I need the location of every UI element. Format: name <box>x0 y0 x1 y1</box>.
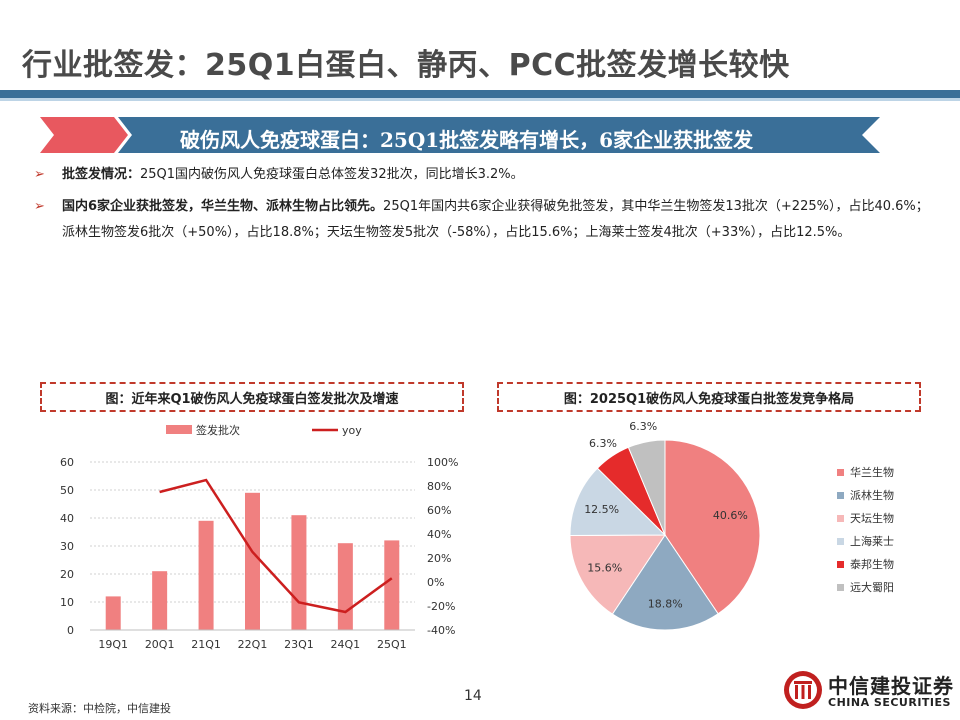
pie-slice-1 <box>664 439 761 615</box>
legend-label: yoy <box>342 424 362 437</box>
title-underline-light <box>0 98 960 101</box>
y-right-tick: 100% <box>427 456 458 469</box>
bar-19Q1 <box>105 596 121 630</box>
pie-value-label: 18.8% <box>648 597 683 610</box>
chart2-title: 图：2025Q1破伤风人免疫球蛋白批签发竞争格局 <box>497 382 921 412</box>
arrow-icon: ➢ <box>34 199 45 214</box>
x-tick: 23Q1 <box>284 638 314 651</box>
legend-bar-swatch <box>166 425 192 434</box>
x-tick: 20Q1 <box>145 638 175 651</box>
pie-chart: 40.6% 18.8% 15.6% 12.5% 6.3% 6.3% 华兰生物派林生物天坛生物… <box>569 420 894 631</box>
y-right-tick: -20% <box>427 600 455 613</box>
bar-23Q1 <box>291 515 307 630</box>
bar-20Q1 <box>152 571 168 630</box>
y-left-tick: 40 <box>60 512 74 525</box>
page-number: 14 <box>464 688 482 704</box>
legend-label: 派林生物 <box>850 488 894 502</box>
banner-text: 破伤风人免疫球蛋白：25Q1批签发略有增长，6家企业获批签发 <box>180 128 754 152</box>
bullet-bold: 国内6家企业获批签发，华兰生物、派林生物占比领先。 <box>62 199 384 214</box>
x-tick: 22Q1 <box>238 638 268 651</box>
bullet-bold: 批签发情况： <box>62 167 141 182</box>
y-right-tick: -40% <box>427 624 455 637</box>
pie-value-label: 15.6% <box>587 561 622 574</box>
section-banner: 破伤风人免疫球蛋白：25Q1批签发略有增长，6家企业获批签发 <box>40 117 880 153</box>
legend-swatch <box>837 538 844 545</box>
chart-legend: 签发批次 yoy <box>166 423 362 437</box>
combo-chart: 签发批次 yoy 0 10 20 30 40 50 60 -40% -20% 0% 20% 40% 60% 8… <box>60 423 458 651</box>
legend-label: 泰邦生物 <box>850 557 894 571</box>
logo-text-cn: 中信建投证券 <box>828 674 954 698</box>
yoy-line <box>159 478 393 614</box>
y-left-tick: 30 <box>60 540 74 553</box>
x-tick: 19Q1 <box>98 638 128 651</box>
y-left-tick: 50 <box>60 484 74 497</box>
pie-slice-4 <box>569 467 667 536</box>
pie-slice-3 <box>569 534 666 615</box>
y-right-tick: 80% <box>427 480 451 493</box>
y-left-tick: 20 <box>60 568 74 581</box>
legend-label: 华兰生物 <box>850 465 894 479</box>
bar-25Q1 <box>384 540 400 630</box>
x-tick: 24Q1 <box>331 638 361 651</box>
x-tick: 21Q1 <box>191 638 221 651</box>
bullet-text: 25Q1年国内共6家企业获得破免批签发，其中华兰生物签发13批次（+225%），… <box>62 199 929 240</box>
pie-value-label: 40.6% <box>713 509 748 522</box>
source-note: 资料来源：中检院，中信建投 <box>28 702 171 715</box>
legend-swatch <box>837 515 844 522</box>
bullet-text: 25Q1国内破伤风人免疫球蛋白总体签发32批次，同比增长3.2%。 <box>140 167 524 182</box>
arrow-icon: ➢ <box>34 167 45 182</box>
legend-label: 天坛生物 <box>850 511 894 525</box>
chart1-title: 图：近年来Q1破伤风人免疫球蛋白签发批次及增速 <box>40 382 464 412</box>
legend-label: 上海莱士 <box>850 534 894 548</box>
pie-slice-6 <box>627 439 666 536</box>
company-logo: 中信建投证券 CHINA SECURITIES <box>782 668 954 716</box>
pie-value-label: 12.5% <box>584 503 619 516</box>
legend-swatch <box>837 584 844 591</box>
y-right-tick: 40% <box>427 528 451 541</box>
bullet-item: ➢ 国内6家企业获批签发，华兰生物、派林生物占比领先。25Q1年国内共6家企业获… <box>34 194 934 246</box>
y-left-tick: 0 <box>67 624 74 637</box>
legend-swatch <box>837 469 844 476</box>
y-left-tick: 60 <box>60 456 74 469</box>
pie-slice-2 <box>611 534 719 631</box>
pie-value-label: 6.3% <box>589 437 617 450</box>
y-right-tick: 60% <box>427 504 451 517</box>
logo-text-en: CHINA SECURITIES <box>828 696 951 709</box>
bar-22Q1 <box>245 492 260 630</box>
legend-swatch <box>837 561 844 568</box>
page-title: 行业批签发：25Q1白蛋白、静丙、PCC批签发增长较快 <box>22 48 790 83</box>
logo-emblem-icon <box>784 671 822 709</box>
legend-swatch <box>837 492 844 499</box>
y-left-tick: 10 <box>60 596 74 609</box>
bullet-item: ➢ 批签发情况：25Q1国内破伤风人免疫球蛋白总体签发32批次，同比增长3.2%… <box>34 162 934 188</box>
x-tick: 25Q1 <box>377 638 407 651</box>
legend-label: 远大蜀阳 <box>850 580 894 594</box>
title-underline <box>0 90 960 98</box>
pie-value-label: 6.3% <box>629 420 657 433</box>
y-right-tick: 0% <box>427 576 444 589</box>
bullet-list: ➢ 批签发情况：25Q1国内破伤风人免疫球蛋白总体签发32批次，同比增长3.2%… <box>34 162 934 252</box>
y-right-tick: 20% <box>427 552 451 565</box>
legend-label: 签发批次 <box>196 423 240 437</box>
bar-21Q1 <box>198 520 214 630</box>
bar-24Q1 <box>337 543 353 630</box>
